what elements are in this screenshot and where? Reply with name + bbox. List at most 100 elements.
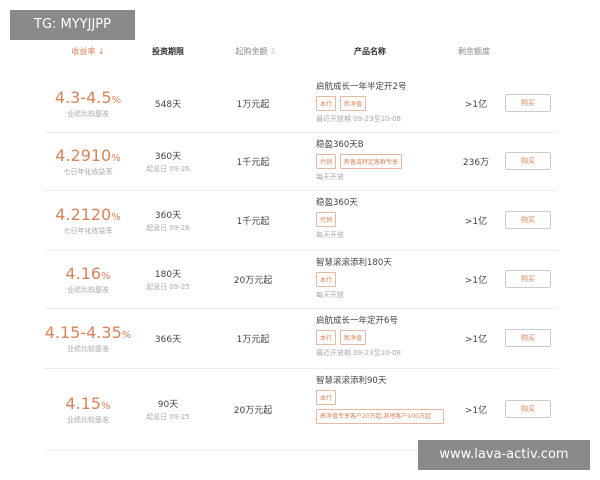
value-date: 起息日 09-25 [146, 283, 190, 291]
buy-button[interactable]: 购买 [505, 329, 551, 347]
rate-value: 4.16 [65, 264, 102, 283]
product-tag: 本行 [316, 96, 337, 111]
term-value: 180天 [154, 270, 182, 280]
rate-label: 七日年化收益率 [63, 227, 113, 235]
product-tag-note: 高净值专享客户20万起,其他客户100万起 [316, 409, 444, 424]
product-tag: 代销 [316, 212, 337, 227]
product-name[interactable]: 智慧滚滚添利180天 [316, 258, 392, 268]
remaining-amount: >1亿 [464, 276, 488, 286]
rate-percent: % [111, 212, 121, 223]
header-remaining: 剩余额度 [458, 47, 490, 56]
sort-icon: ⇕ [269, 47, 277, 56]
product-note: 每天开放 [316, 231, 344, 239]
term-cell: 360天 起息日 09-26 [146, 149, 190, 174]
rate-value: 4.15-4.35 [44, 323, 122, 342]
product-cell: 稳盈360天 代销 每天开放 [316, 196, 358, 240]
buy-button[interactable]: 购买 [505, 211, 551, 229]
rate-value: 4.2910 [55, 146, 112, 165]
product-cell: 智慧滚滚添利90天 本行高净值专享客户20万起,其他客户100万起 [316, 374, 448, 427]
buy-button[interactable]: 购买 [505, 400, 551, 418]
rate-label: 业绩比较基准 [66, 416, 109, 424]
value-date: 起息日 09-26 [146, 165, 190, 173]
product-name[interactable]: 启航成长一年半定开2号 [316, 82, 407, 92]
rate-cell: 4.3-4.5% 业绩比较基准 [55, 88, 121, 119]
value-date: 起息日 09-26 [146, 224, 190, 232]
remaining-amount: 236万 [462, 158, 490, 168]
rate-label: 七日年化收益率 [63, 168, 113, 176]
buy-button[interactable]: 购买 [505, 152, 551, 170]
remaining-amount: >1亿 [464, 335, 488, 345]
remaining-amount: >1亿 [464, 100, 488, 110]
rate-percent: % [101, 401, 111, 412]
product-cell: 启航成长一年半定开2号 本行 新净值 最近开放期 09-23至10-08 [316, 80, 406, 124]
buy-button[interactable]: 购买 [505, 94, 551, 112]
rate-value: 4.15 [65, 394, 102, 413]
rate-percent: % [121, 330, 132, 341]
header-product: 产品名称 [354, 47, 386, 56]
product-note: 最近开放期 09-23至10-08 [316, 349, 401, 357]
product-row: 4.16% 业绩比较基准 180天 起息日 09-25 20万元起 智慧滚滚添利… [44, 250, 558, 309]
product-row: 4.3-4.5% 业绩比较基准 548天 1万元起 启航成长一年半定开2号 本行… [44, 74, 558, 133]
product-cell: 启航成长一年定开6号 本行 新净值 最近开放期 09-23至10-08 [316, 314, 401, 358]
header-term: 投资期限 [152, 47, 184, 56]
term-value: 360天 [154, 211, 182, 221]
header-amount[interactable]: 起购金额 ⇕ [235, 46, 276, 57]
header-rate-label: 收益率 [71, 47, 96, 56]
product-note: 每天开放 [316, 173, 344, 181]
header-amount-label: 起购金额 [235, 47, 268, 56]
term-value: 548天 [154, 100, 182, 110]
min-amount: 1万元起 [236, 335, 270, 345]
product-row: 4.15-4.35% 业绩比较基准 366天 1万元起 启航成长一年定开6号 本… [44, 308, 558, 369]
term-value: 90天 [157, 400, 179, 410]
rate-value: 4.3-4.5 [54, 88, 112, 107]
rate-label: 业绩比较基准 [66, 345, 109, 353]
rate-percent: % [111, 153, 121, 164]
term-cell: 180天 起息日 09-25 [146, 267, 190, 292]
product-name[interactable]: 智慧滚滚添利90天 [316, 376, 387, 386]
product-name[interactable]: 启航成长一年定开6号 [316, 316, 398, 326]
product-tag: 新备或特定客群专享 [340, 154, 403, 169]
term-cell: 548天 [155, 97, 181, 112]
term-cell: 360天 起息日 09-26 [146, 208, 190, 233]
rate-value: 4.2120 [55, 205, 112, 224]
product-name[interactable]: 稳盈360天 [316, 198, 358, 208]
rate-label: 业绩比较基准 [67, 110, 109, 118]
product-tag: 本行 [316, 330, 337, 345]
rate-cell: 4.2120% 七日年化收益率 [55, 205, 121, 236]
product-tag: 代销 [316, 154, 337, 169]
min-amount: 20万元起 [233, 406, 273, 416]
product-note: 最近开放期 09-23至10-08 [316, 115, 401, 123]
rate-cell: 4.2910% 七日年化收益率 [55, 146, 121, 177]
value-date: 起息日 09-25 [146, 413, 190, 421]
min-amount: 1千元起 [236, 217, 270, 227]
term-value: 360天 [154, 152, 182, 162]
remaining-amount: >1亿 [464, 406, 488, 416]
sort-down-icon: ↓ [97, 47, 105, 56]
product-name[interactable]: 稳盈360天B [316, 140, 364, 150]
rate-cell: 4.16% 业绩比较基准 [65, 264, 110, 295]
term-cell: 90天 起息日 09-25 [146, 397, 190, 422]
product-cell: 稳盈360天B 代销 新备或特定客群专享 每天开放 [316, 138, 406, 182]
product-note: 每天开放 [316, 291, 344, 299]
buy-button[interactable]: 购买 [505, 270, 551, 288]
header-rate[interactable]: 收益率 ↓ [71, 46, 104, 57]
product-tag: 本行 [316, 272, 337, 287]
rate-percent: % [111, 95, 122, 106]
rate-label: 业绩比较基准 [66, 286, 109, 294]
product-tag: 本行 [316, 390, 337, 405]
product-row: 4.2910% 七日年化收益率 360天 起息日 09-26 1千元起 稳盈36… [44, 132, 558, 191]
min-amount: 1万元起 [236, 100, 270, 110]
watermark-top: TG: MYYJJPP [10, 10, 135, 40]
product-row: 4.15% 业绩比较基准 90天 起息日 09-25 20万元起 智慧滚滚添利9… [44, 368, 558, 451]
term-value: 366天 [154, 335, 182, 345]
remaining-amount: >1亿 [464, 217, 488, 227]
rate-cell: 4.15% 业绩比较基准 [65, 394, 110, 425]
rate-cell: 4.15-4.35% 业绩比较基准 [45, 323, 132, 354]
term-cell: 366天 [155, 332, 181, 347]
min-amount: 1千元起 [236, 158, 270, 168]
watermark-bottom: www.lava-activ.com [418, 440, 590, 470]
product-row: 4.2120% 七日年化收益率 360天 起息日 09-26 1千元起 稳盈36… [44, 190, 558, 251]
min-amount: 20万元起 [233, 276, 273, 286]
product-tag: 新净值 [340, 96, 367, 111]
product-cell: 智慧滚滚添利180天 本行 每天开放 [316, 256, 392, 300]
